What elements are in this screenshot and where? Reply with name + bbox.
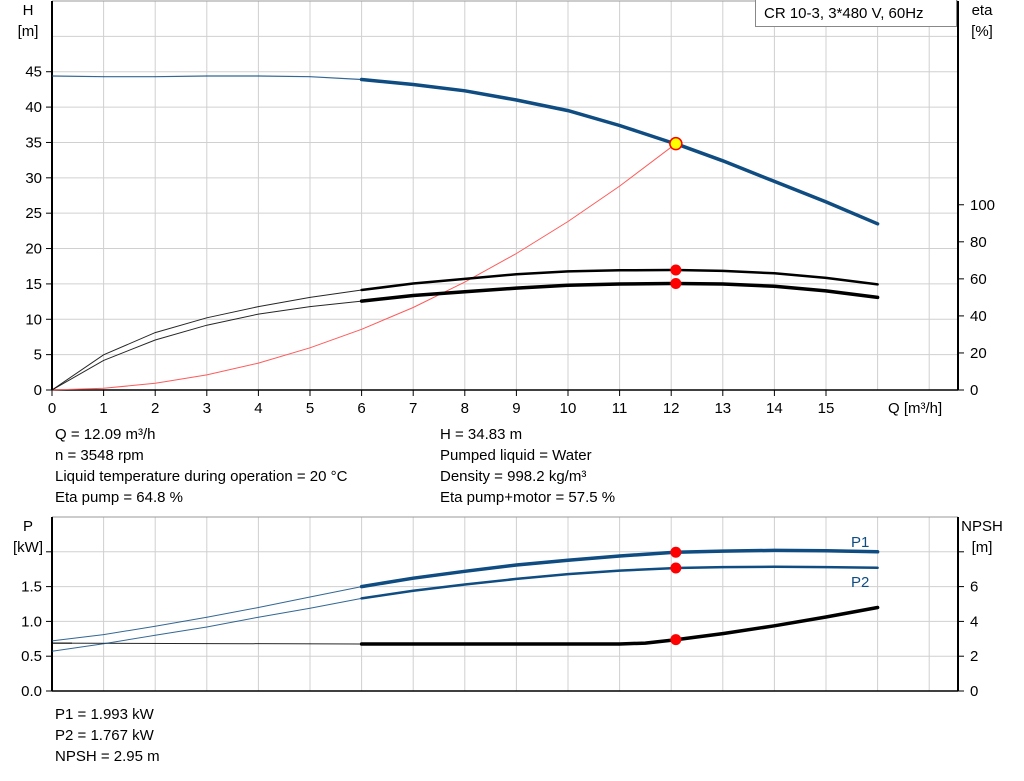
info-npsh: NPSH = 2.95 m (55, 748, 160, 765)
x-tick-label: 6 (357, 400, 365, 417)
info-top-left: Q = 12.09 m³/h n = 3548 rpm Liquid tempe… (55, 424, 347, 508)
y-axis-title-left: P (23, 518, 33, 535)
p1-curve-extrapolated (51, 586, 362, 642)
y-tick-label-right: 0 (970, 382, 978, 399)
x-tick-label: 4 (254, 400, 262, 417)
info-flow: Q = 12.09 m³/h (55, 426, 156, 443)
y-axis-unit-left: [kW] (13, 539, 43, 556)
eta-pump-motor-duty-marker (670, 277, 682, 289)
y-tick-label-right: 100 (970, 197, 995, 214)
p1-series-label: P1 (851, 534, 869, 551)
eta-pump-curve (360, 268, 879, 292)
p1-curve (359, 548, 880, 589)
p2-series-label: P2 (851, 574, 869, 591)
y-tick-label-right: 2 (970, 648, 978, 665)
x-tick-label: 9 (512, 400, 520, 417)
x-tick-label: 2 (151, 400, 159, 417)
y-tick-label-left: 45 (25, 64, 42, 81)
x-tick-label: 8 (461, 400, 469, 417)
y-tick-label-left: 5 (34, 347, 42, 364)
chart-legend-title: CR 10-3, 3*480 V, 60Hz (755, 0, 957, 27)
y-tick-label-right: 0 (970, 683, 978, 700)
p2-duty-marker (670, 562, 682, 574)
npsh-curve (359, 605, 880, 646)
info-top-right: H = 34.83 m Pumped liquid = Water Densit… (440, 424, 615, 508)
info-p1: P1 = 1.993 kW (55, 706, 154, 723)
y-axis-title-right: eta (972, 2, 994, 19)
y-tick-label-left: 1.5 (21, 579, 42, 596)
info-bottom: P1 = 1.993 kW P2 = 1.767 kW NPSH = 2.95 … (55, 704, 160, 767)
p1-duty-marker (670, 546, 682, 558)
x-tick-label: 3 (203, 400, 211, 417)
p2-curve (360, 565, 879, 600)
y-tick-label-left: 10 (25, 311, 42, 328)
y-tick-label-right: 40 (970, 308, 987, 325)
y-axis-unit-left: [m] (18, 23, 39, 40)
y-axis-unit-right: [m] (972, 539, 993, 556)
x-tick-label: 13 (714, 400, 731, 417)
duty-point-marker (669, 136, 683, 151)
info-pumped-liquid: Pumped liquid = Water (440, 447, 592, 464)
info-eta-pump-motor: Eta pump+motor = 57.5 % (440, 489, 616, 506)
head-curve-extrapolated (51, 75, 362, 81)
y-tick-label-left: 0.0 (21, 683, 42, 700)
info-liquid-temp: Liquid temperature during operation = 20… (55, 468, 348, 485)
p2-curve-extrapolated (51, 597, 362, 652)
x-tick-label: 1 (99, 400, 107, 417)
x-tick-label: 14 (766, 400, 783, 417)
y-axis-title-left: H (23, 2, 34, 19)
y-tick-label-right: 4 (970, 613, 978, 630)
eta-pump-duty-marker (670, 264, 682, 276)
x-tick-label: 7 (409, 400, 417, 417)
y-tick-label-left: 25 (25, 205, 42, 222)
info-density: Density = 998.2 kg/m³ (440, 468, 587, 485)
info-eta-pump: Eta pump = 64.8 % (55, 489, 183, 506)
y-tick-label-left: 30 (25, 170, 42, 187)
info-p2: P2 = 1.767 kW (55, 727, 154, 744)
y-axis-unit-right: [%] (971, 23, 993, 40)
y-tick-label-right: 20 (970, 345, 987, 362)
x-tick-label: 10 (560, 400, 577, 417)
x-tick-label: 5 (306, 400, 314, 417)
x-tick-label: 11 (612, 400, 628, 417)
eta-pump-curve-extrapolated (51, 289, 362, 391)
y-tick-label-right: 6 (970, 579, 978, 596)
y-tick-label-left: 15 (25, 276, 42, 293)
y-tick-label-left: 0.5 (21, 648, 42, 665)
x-tick-label: 0 (48, 400, 56, 417)
eta-pump-motor-curve (359, 281, 880, 303)
npsh-curve-extrapolated (51, 642, 362, 645)
info-head: H = 34.83 m (440, 426, 523, 443)
x-axis-title: Q [m³/h] (888, 400, 942, 417)
y-axis-title-right: NPSH (961, 518, 1003, 535)
info-speed: n = 3548 rpm (55, 447, 144, 464)
npsh-duty-marker (670, 634, 682, 646)
y-tick-label-right: 60 (970, 271, 987, 288)
x-tick-label: 15 (818, 400, 835, 417)
y-tick-label-left: 1.0 (21, 613, 42, 630)
eta-pump-motor-curve-extrapolated (51, 300, 362, 391)
y-tick-label-left: 20 (25, 241, 42, 258)
system-curve (51, 143, 677, 391)
y-tick-label-left: 40 (25, 99, 42, 116)
y-tick-label-left: 35 (25, 134, 42, 151)
y-tick-label-right: 80 (970, 234, 987, 251)
head-curve (359, 77, 880, 226)
x-tick-label: 12 (663, 400, 680, 417)
y-tick-label-left: 0 (34, 382, 42, 399)
